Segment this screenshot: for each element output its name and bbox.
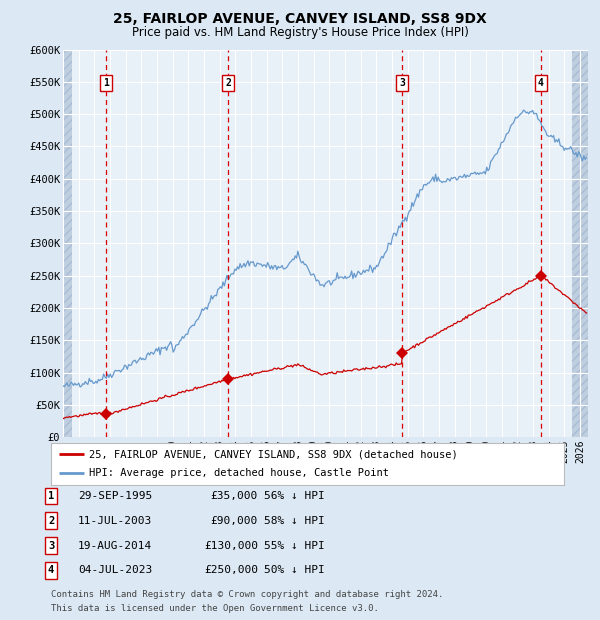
Text: 25, FAIRLOP AVENUE, CANVEY ISLAND, SS8 9DX: 25, FAIRLOP AVENUE, CANVEY ISLAND, SS8 9… — [113, 12, 487, 27]
Text: 2: 2 — [225, 78, 231, 88]
Bar — [572, 50, 589, 437]
Text: 19-AUG-2014: 19-AUG-2014 — [78, 541, 152, 551]
Text: 1: 1 — [103, 78, 109, 88]
Text: 2: 2 — [48, 516, 54, 526]
Text: 58% ↓ HPI: 58% ↓ HPI — [264, 516, 325, 526]
Text: 4: 4 — [48, 565, 54, 575]
Text: 50% ↓ HPI: 50% ↓ HPI — [264, 565, 325, 575]
Text: Price paid vs. HM Land Registry's House Price Index (HPI): Price paid vs. HM Land Registry's House … — [131, 26, 469, 39]
Text: This data is licensed under the Open Government Licence v3.0.: This data is licensed under the Open Gov… — [51, 603, 379, 613]
Text: HPI: Average price, detached house, Castle Point: HPI: Average price, detached house, Cast… — [89, 469, 389, 479]
Text: 3: 3 — [399, 78, 405, 88]
Text: 56% ↓ HPI: 56% ↓ HPI — [264, 491, 325, 501]
Text: 55% ↓ HPI: 55% ↓ HPI — [264, 541, 325, 551]
Text: £250,000: £250,000 — [204, 565, 258, 575]
Bar — [63, 50, 71, 437]
Text: 29-SEP-1995: 29-SEP-1995 — [78, 491, 152, 501]
Text: £130,000: £130,000 — [204, 541, 258, 551]
Text: 25, FAIRLOP AVENUE, CANVEY ISLAND, SS8 9DX (detached house): 25, FAIRLOP AVENUE, CANVEY ISLAND, SS8 9… — [89, 449, 458, 459]
Text: 4: 4 — [538, 78, 544, 88]
Text: £90,000: £90,000 — [211, 516, 258, 526]
Text: 3: 3 — [48, 541, 54, 551]
Text: 1: 1 — [48, 491, 54, 501]
Text: 11-JUL-2003: 11-JUL-2003 — [78, 516, 152, 526]
Text: Contains HM Land Registry data © Crown copyright and database right 2024.: Contains HM Land Registry data © Crown c… — [51, 590, 443, 599]
Text: £35,000: £35,000 — [211, 491, 258, 501]
Text: 04-JUL-2023: 04-JUL-2023 — [78, 565, 152, 575]
